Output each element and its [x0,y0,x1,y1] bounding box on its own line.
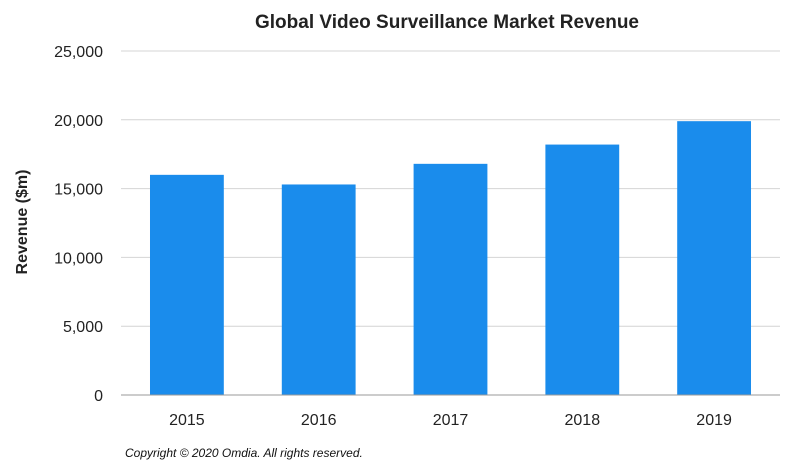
y-axis-ticks: 0 5,000 10,000 15,000 20,000 25,000 [54,44,103,405]
y-axis-label: Revenue ($m) [14,170,31,275]
x-tick-label: 2017 [433,412,469,429]
bar-2017 [413,163,488,395]
x-axis-ticks: 2015 2016 2017 2018 2019 [169,412,732,429]
bars [149,121,752,396]
y-tick-label: 20,000 [54,113,103,130]
copyright-note: Copyright © 2020 Omdia. All rights reser… [125,446,363,460]
chart-title: Global Video Surveillance Market Revenue [255,12,639,33]
y-tick-label: 0 [94,388,103,405]
x-tick-label: 2019 [696,412,732,429]
y-tick-label: 5,000 [63,319,103,336]
y-tick-label: 25,000 [54,44,103,61]
y-tick-label: 15,000 [54,182,103,199]
x-tick-label: 2016 [301,412,337,429]
bar-2016 [281,184,356,395]
bar-2018 [545,144,620,395]
x-tick-label: 2015 [169,412,205,429]
bar-2015 [149,174,224,395]
y-tick-label: 10,000 [54,250,103,267]
bar-2019 [677,121,752,396]
x-tick-label: 2018 [565,412,601,429]
